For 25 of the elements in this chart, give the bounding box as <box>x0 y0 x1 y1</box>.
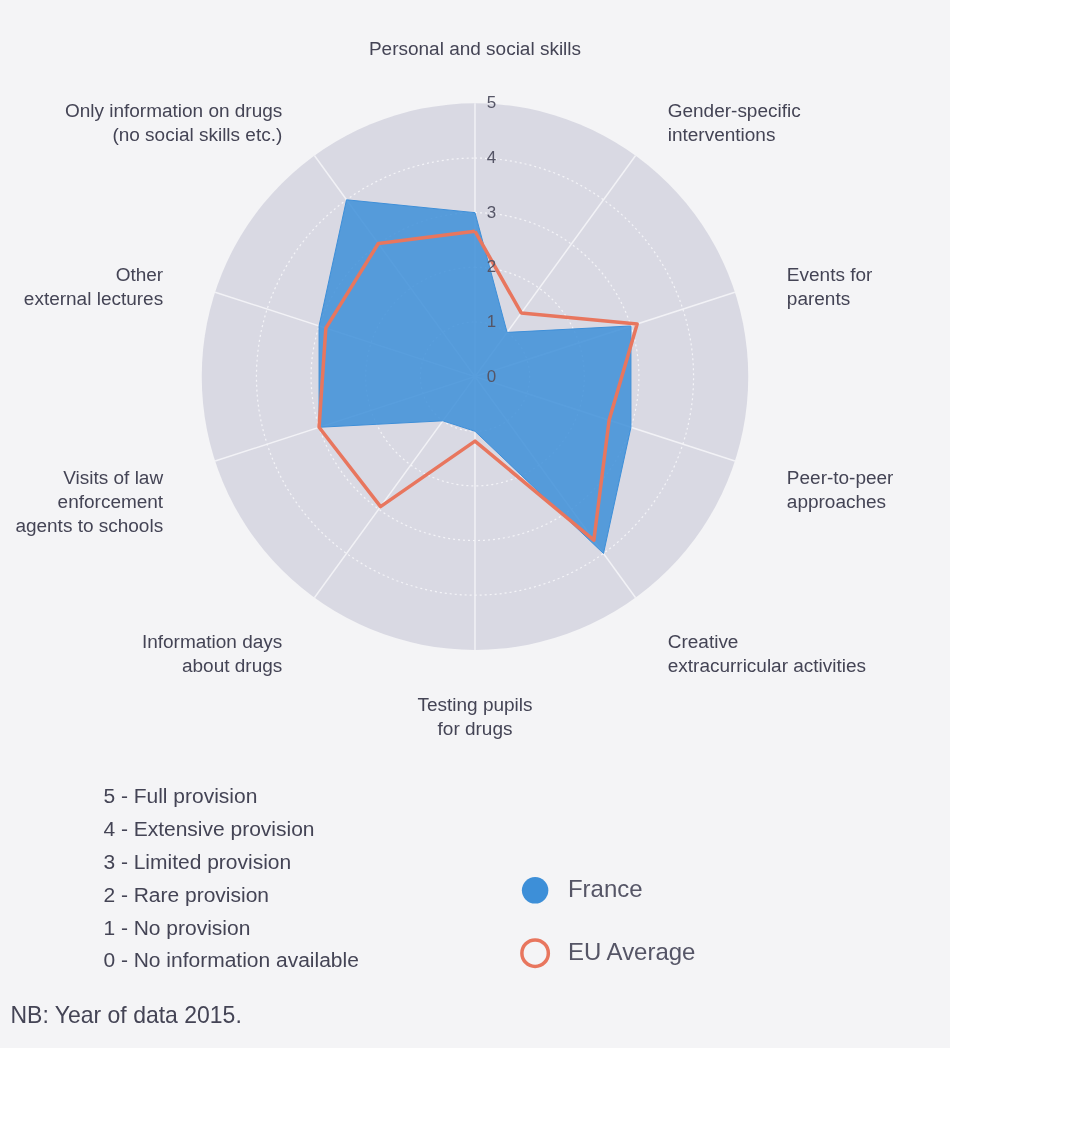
spoke-label: Visits of law enforcement agents to schools <box>15 466 164 536</box>
text: 5 - Full provision <box>103 784 258 808</box>
spoke-label: Only information on drugs (no social skills etc.) <box>64 100 283 146</box>
legend-label: France <box>567 875 643 903</box>
legend-label: EU Average <box>567 938 696 966</box>
text: NB: Year of data 2015. <box>10 1002 242 1029</box>
y-tick-label: 1 <box>486 311 497 331</box>
text: 4 - Extensive provision <box>103 817 315 841</box>
spoke-label: Testing pupils for drugs <box>417 693 533 739</box>
spoke-label: Personal and social skills <box>368 37 582 59</box>
text: 0 - No information available <box>103 948 359 972</box>
y-tick-label: 5 <box>486 93 497 113</box>
spoke-label: Creative extracurricular activities <box>667 630 867 676</box>
y-tick-label: 4 <box>486 148 497 168</box>
spoke-label: Gender-specific interventions <box>667 100 801 146</box>
y-tick-label: 3 <box>486 202 497 222</box>
text: 1 - No provision <box>103 915 251 939</box>
spoke-label: Other external lectures <box>23 264 164 310</box>
spoke-label: Information days about drugs <box>141 630 283 676</box>
text: 3 - Limited provision <box>103 850 292 874</box>
text: 2 - Rare provision <box>103 882 269 906</box>
spoke-label: Peer-to-peer approaches <box>786 466 894 512</box>
y-tick-label: 2 <box>486 257 497 277</box>
y-tick-label: 0 <box>486 366 497 386</box>
spoke-label: Events for parents <box>786 264 873 310</box>
